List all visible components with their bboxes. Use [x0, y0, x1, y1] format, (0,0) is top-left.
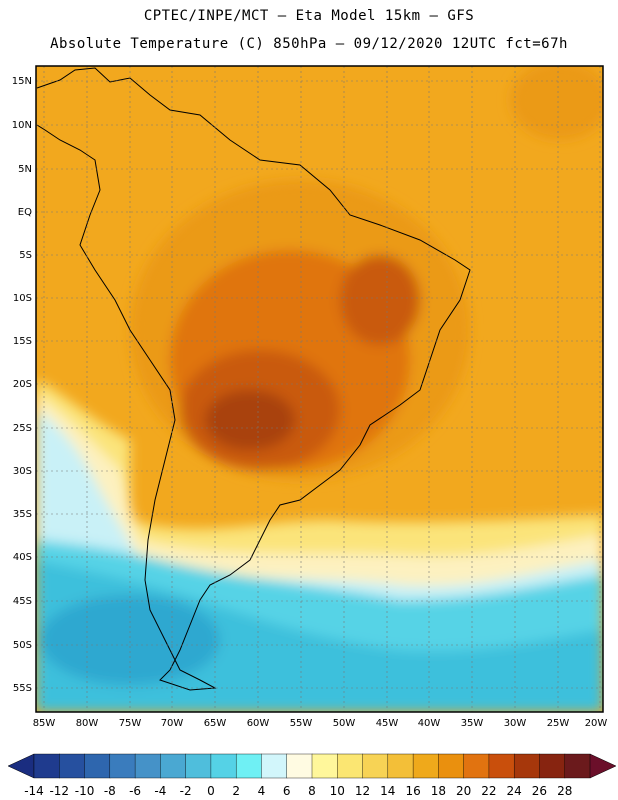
- lat-label: 40S: [13, 552, 32, 563]
- colorbar-cell: [286, 753, 313, 779]
- lon-label: 25W: [547, 718, 570, 729]
- lat-label: 15S: [13, 336, 32, 347]
- lon-label: 70W: [161, 718, 184, 729]
- lon-label: 45W: [376, 718, 399, 729]
- colorbar-cell: [160, 753, 187, 779]
- colorbar-cell: [362, 753, 389, 779]
- lat-label: 5N: [18, 164, 32, 175]
- colorbar-cell: [412, 753, 439, 779]
- colorbar-cell: [513, 753, 540, 779]
- colorbar-label: 18: [431, 784, 446, 798]
- colorbar-label: -4: [154, 784, 166, 798]
- colorbar-cell: [84, 753, 111, 779]
- colorbar-labels: -14 -12 -10 -8 -6 -4 -2 0 2 4 6 8 10 12 14 16 18 20 22 24 26…: [24, 784, 572, 798]
- colorbar-cell: [235, 753, 262, 779]
- lat-label: 55S: [13, 683, 32, 694]
- colorbar-label: 2: [232, 784, 240, 798]
- lon-label: 35W: [461, 718, 484, 729]
- colorbar-cell: [261, 753, 288, 779]
- colorbar-cell: [109, 753, 136, 779]
- colorbar-label: 24: [507, 784, 522, 798]
- colorbar-label: -2: [180, 784, 192, 798]
- latitude-axis: 15N 10N 5N EQ 5S 10S 15S 20S 25S 30S 35S…: [12, 76, 32, 694]
- colorbar-label: 8: [308, 784, 316, 798]
- lat-label: 50S: [13, 640, 32, 651]
- map-frame: [35, 65, 604, 713]
- lon-label: 55W: [290, 718, 313, 729]
- colorbar-cell: [59, 753, 86, 779]
- colorbar-cell: [463, 753, 490, 779]
- lat-label: 5S: [19, 250, 32, 261]
- colorbar-label: 20: [456, 784, 471, 798]
- temperature-field: [36, 66, 603, 712]
- colorbar-label: 4: [258, 784, 266, 798]
- lat-label: 10N: [12, 120, 32, 131]
- colorbar: -14 -12 -10 -8 -6 -4 -2 0 2 4 6 8 10 12 14 16 18 20 22 24 26…: [7, 753, 617, 798]
- colorbar-label: -10: [75, 784, 95, 798]
- colorbar-cell: [134, 753, 161, 779]
- field-warm-ne: [510, 66, 603, 140]
- colorbar-cell: [311, 753, 338, 779]
- lon-label: 20W: [585, 718, 608, 729]
- colorbar-label: 12: [355, 784, 370, 798]
- lon-label: 40W: [418, 718, 441, 729]
- colorbar-cell: [210, 753, 237, 779]
- colorbar-label: 0: [207, 784, 215, 798]
- lat-label: 45S: [13, 596, 32, 607]
- colorbar-label: 16: [405, 784, 420, 798]
- colorbar-cell: [539, 753, 566, 779]
- map-subtitle: Absolute Temperature (C) 850hPa – 09/12/…: [50, 36, 568, 52]
- colorbar-cell: [33, 753, 60, 779]
- colorbar-label: 22: [481, 784, 496, 798]
- lat-label: 10S: [13, 293, 32, 304]
- colorbar-over-arrow: [589, 753, 617, 779]
- colorbar-label: 28: [557, 784, 572, 798]
- lat-label: 20S: [13, 379, 32, 390]
- lat-label: 15N: [12, 76, 32, 87]
- lat-label: 25S: [13, 423, 32, 434]
- colorbar-label: 6: [283, 784, 291, 798]
- colorbar-label: -6: [129, 784, 141, 798]
- field-warm-4: [205, 390, 295, 450]
- colorbar-label: -8: [104, 784, 116, 798]
- colorbar-cell: [564, 753, 591, 779]
- field-cold-core: [40, 595, 220, 685]
- colorbar-label: 14: [380, 784, 395, 798]
- field-warm-5: [340, 255, 420, 345]
- lon-label: 65W: [204, 718, 227, 729]
- lon-label: 85W: [33, 718, 56, 729]
- lat-label: EQ: [18, 207, 32, 218]
- colorbar-cell: [488, 753, 515, 779]
- lon-label: 30W: [504, 718, 527, 729]
- lon-label: 80W: [76, 718, 99, 729]
- lat-label: 30S: [13, 466, 32, 477]
- lon-label: 75W: [119, 718, 142, 729]
- colorbar-cell: [185, 753, 212, 779]
- map-title: CPTEC/INPE/MCT – Eta Model 15km – GFS: [143, 8, 475, 24]
- colorbar-under-arrow: [7, 753, 35, 779]
- colorbar-cell: [387, 753, 414, 779]
- colorbar-label: 26: [532, 784, 547, 798]
- coastline: [36, 67, 471, 691]
- lat-label: 35S: [13, 509, 32, 520]
- lon-label: 50W: [333, 718, 356, 729]
- colorbar-label: 10: [330, 784, 345, 798]
- colorbar-cell: [337, 753, 364, 779]
- colorbar-cell: [438, 753, 465, 779]
- colorbar-cells: [33, 753, 591, 779]
- lon-label: 60W: [247, 718, 270, 729]
- colorbar-label: -12: [49, 784, 69, 798]
- longitude-axis: 85W 80W 75W 70W 65W 60W 55W 50W 45W 40W …: [33, 718, 608, 729]
- colorbar-label: -14: [24, 784, 44, 798]
